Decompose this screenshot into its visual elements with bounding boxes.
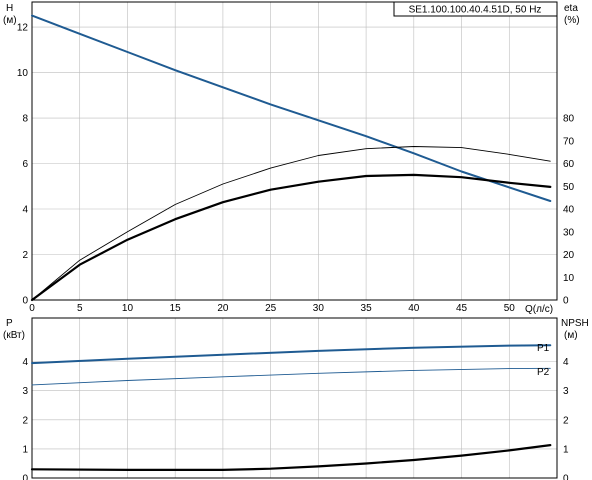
y-left-tick-label: 12	[17, 23, 29, 34]
top-left-axis-label-2: (м)	[3, 15, 17, 26]
bottom-panel-ticks: 0 1 2 3 4 0 1 2 3 4	[22, 357, 569, 480]
y-right-tick-label: 1	[563, 444, 569, 455]
series-label-p1: P1	[537, 343, 550, 354]
x-tick-label: 25	[265, 303, 277, 314]
y-left-tick-label: 4	[22, 357, 28, 368]
chart-title: SE1.100.100.40.4.51D, 50 Hz	[409, 5, 542, 16]
bottom-panel-grid	[32, 318, 557, 478]
y-right-tick-label: 40	[563, 205, 575, 216]
x-tick-label: 10	[122, 303, 134, 314]
x-tick-label: 5	[77, 303, 83, 314]
y-left-tick-label: 2	[22, 415, 28, 426]
x-tick-label: 45	[456, 303, 468, 314]
top-panel-ticks: 0 5 10 15 20 25 30 35 40 45 50 0 2 4 6 8 10 12 0 10 20 30 40 50…	[17, 23, 575, 314]
y-right-tick-label: 0	[563, 296, 569, 307]
series-line-1-1	[31, 367, 551, 386]
top-panel-series	[30, 14, 552, 302]
y-right-tick-label: 4	[563, 357, 569, 368]
top-right-axis-label-1: eta	[564, 3, 578, 14]
y-right-tick-label: 0	[563, 474, 569, 480]
y-right-tick-label: 20	[563, 250, 575, 261]
bottom-panel-frame	[31, 317, 558, 479]
x-tick-label: 40	[408, 303, 420, 314]
y-left-tick-label: 0	[22, 474, 28, 480]
top-panel-grid	[32, 2, 557, 300]
y-left-tick-label: 2	[22, 250, 28, 261]
x-axis-label: Q(л/с)	[525, 304, 553, 315]
bottom-right-axis-label-2: (м)	[564, 330, 578, 341]
x-tick-label: 20	[217, 303, 229, 314]
bottom-right-axis-label-1: NPSH	[561, 318, 589, 329]
y-left-tick-label: 0	[22, 296, 28, 307]
y-left-tick-label: 4	[22, 205, 28, 216]
y-right-tick-label: 80	[563, 114, 575, 125]
y-left-tick-label: 3	[22, 386, 28, 397]
x-tick-label: 0	[29, 303, 35, 314]
top-right-axis-label-2: (%)	[564, 15, 580, 26]
y-left-tick-label: 1	[22, 444, 28, 455]
x-tick-label: 15	[170, 303, 182, 314]
y-left-tick-label: 8	[22, 114, 28, 125]
title-box	[393, 1, 558, 17]
series-line-0-1	[30, 173, 552, 302]
y-right-tick-label: 3	[563, 386, 569, 397]
bottom-left-axis-label-1: P	[6, 318, 13, 329]
y-right-tick-label: 10	[563, 273, 575, 284]
y-right-tick-label: 60	[563, 159, 575, 170]
y-right-tick-label: 30	[563, 227, 575, 238]
y-right-tick-label: 50	[563, 182, 575, 193]
series-line-1-2	[30, 444, 552, 471]
bottom-left-axis-label-2: (кВт)	[3, 330, 25, 341]
y-left-tick-label: 10	[17, 68, 29, 79]
series-line-0-0	[31, 14, 552, 202]
y-left-tick-label: 6	[22, 159, 28, 170]
series-line-1-0	[31, 344, 552, 365]
y-right-tick-label: 2	[563, 415, 569, 426]
top-panel-frame	[31, 1, 558, 301]
top-left-axis-label-1: H	[6, 3, 13, 14]
x-tick-label: 50	[504, 303, 516, 314]
x-tick-label: 35	[361, 303, 373, 314]
x-tick-label: 30	[313, 303, 325, 314]
series-label-p2: P2	[537, 367, 550, 378]
y-right-tick-label: 70	[563, 136, 575, 147]
bottom-panel-series	[30, 344, 552, 471]
series-line-0-2	[31, 146, 551, 301]
